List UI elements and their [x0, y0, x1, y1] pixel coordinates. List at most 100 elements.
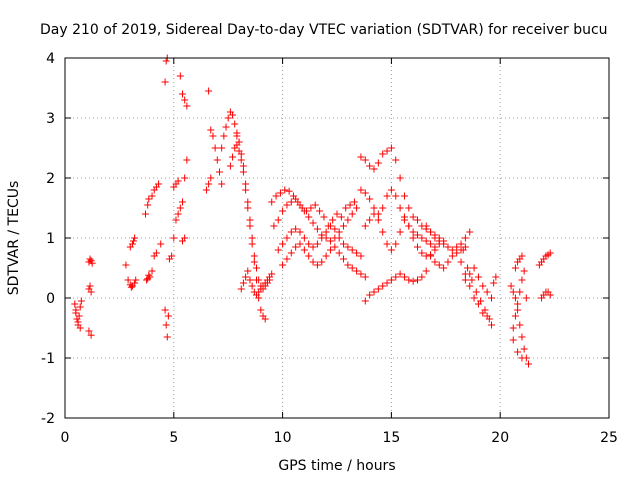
data-point [524, 360, 532, 368]
data-point [466, 228, 474, 236]
data-point [353, 267, 361, 275]
data-point [237, 156, 245, 164]
y-tick-label: -2 [41, 411, 55, 427]
data-point [207, 174, 215, 182]
data-point [287, 228, 295, 236]
data-point [287, 198, 295, 206]
data-point [514, 300, 522, 308]
data-point [144, 275, 152, 283]
data-point [370, 204, 378, 212]
data-point [237, 150, 245, 158]
data-point [331, 225, 339, 233]
data-point [244, 198, 252, 206]
data-point [76, 303, 84, 311]
data-point [333, 210, 341, 218]
data-point [75, 312, 83, 320]
data-point [248, 240, 256, 248]
data-point [183, 156, 191, 164]
data-point [405, 222, 413, 230]
data-point [464, 264, 472, 272]
data-point [179, 90, 187, 98]
data-point [427, 228, 435, 236]
data-point [309, 219, 317, 227]
data-point [418, 273, 426, 281]
data-point [370, 288, 378, 296]
data-point [509, 336, 517, 344]
data-point [222, 123, 230, 131]
data-point [431, 246, 439, 254]
data-point [370, 165, 378, 173]
data-point [379, 204, 387, 212]
data-point [357, 153, 365, 161]
data-point [176, 72, 184, 80]
x-tick-label: 0 [61, 430, 70, 446]
data-point [142, 210, 150, 218]
data-point [300, 207, 308, 215]
data-point [340, 240, 348, 248]
data-point [163, 333, 171, 341]
data-point [313, 240, 321, 248]
data-point [202, 186, 210, 194]
data-point [422, 222, 430, 230]
data-point [164, 312, 172, 320]
data-point [296, 240, 304, 248]
data-point [296, 228, 304, 236]
data-point [387, 186, 395, 194]
data-point [457, 240, 465, 248]
data-point [546, 249, 554, 257]
data-point [246, 276, 254, 284]
data-point [374, 285, 382, 293]
x-axis-label: GPS time / hours [278, 458, 395, 474]
data-point [279, 207, 287, 215]
data-point [283, 201, 291, 209]
data-point [76, 324, 84, 332]
data-point [396, 228, 404, 236]
data-point [468, 276, 476, 284]
data-point [274, 246, 282, 254]
data-point [440, 240, 448, 248]
data-point [124, 276, 132, 284]
data-point [335, 249, 343, 257]
data-point [248, 234, 256, 242]
data-point [161, 78, 169, 86]
data-point [162, 57, 170, 65]
data-point [509, 324, 517, 332]
plot-frame [64, 57, 610, 419]
data-point [85, 327, 93, 335]
data-point [305, 252, 313, 260]
data-point [366, 195, 374, 203]
data-point [226, 162, 234, 170]
data-point [242, 273, 250, 281]
data-point [396, 270, 404, 278]
data-point [183, 102, 191, 110]
data-point [520, 345, 528, 353]
data-point [374, 159, 382, 167]
data-point [276, 189, 284, 197]
data-point [335, 228, 343, 236]
data-point [261, 315, 269, 323]
data-point [392, 156, 400, 164]
data-point [466, 270, 474, 278]
data-point [481, 306, 489, 314]
y-axis-label: SDTVAR / TECUs [6, 181, 22, 296]
data-point [472, 288, 480, 296]
data-point [461, 276, 469, 284]
data-point [305, 240, 313, 248]
data-point [272, 192, 280, 200]
data-point [237, 285, 245, 293]
data-point [170, 234, 178, 242]
data-point [313, 261, 321, 269]
data-point [250, 252, 258, 260]
data-point [279, 240, 287, 248]
data-point [414, 231, 422, 239]
data-point [392, 273, 400, 281]
y-tick-labels: -2 -1 0 1 2 3 4 [41, 51, 55, 427]
data-point [224, 114, 232, 122]
data-point [126, 243, 134, 251]
data-point [316, 207, 324, 215]
data-point [546, 291, 554, 299]
data-point [326, 237, 334, 245]
data-point [361, 273, 369, 281]
data-point [283, 234, 291, 242]
data-point [509, 288, 517, 296]
